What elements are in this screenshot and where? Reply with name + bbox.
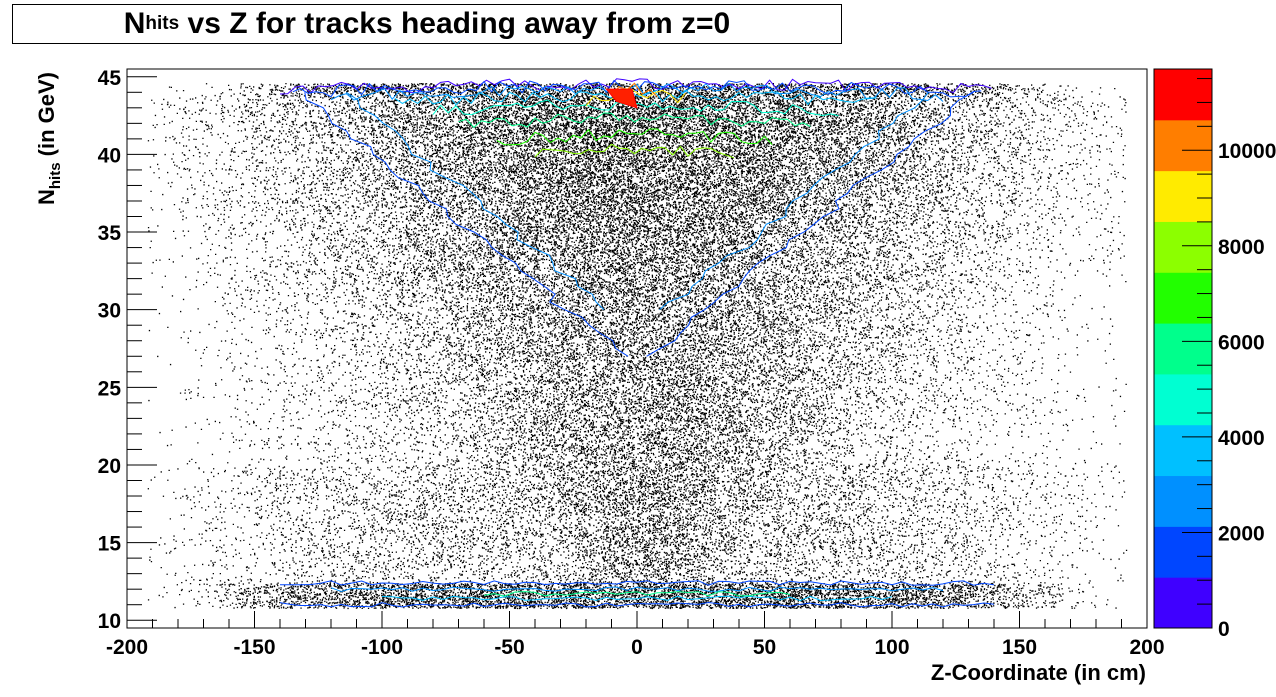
y-axis-title: Nhits (in GeV) — [34, 72, 64, 205]
x-tick-label: 100 — [874, 636, 909, 659]
contour-line — [346, 91, 605, 311]
contour-line — [394, 89, 877, 106]
colorbar-segment — [1154, 526, 1212, 578]
colorbar-segment — [1154, 475, 1212, 527]
x-tick-label: 200 — [1129, 636, 1164, 659]
colorbar-segment — [1154, 221, 1212, 273]
colorbar-segment — [1154, 373, 1212, 426]
colorbar-segment — [1154, 170, 1212, 222]
contour-line — [279, 78, 992, 95]
x-axis-ticks: -200 -150 -100 -50 0 50 100 150 200 — [106, 611, 1165, 659]
contour-line — [483, 591, 791, 597]
colorbar-tick-label: 4000 — [1218, 427, 1265, 450]
contour-line — [304, 92, 629, 357]
colorbar-segment — [1154, 69, 1212, 121]
chart-title-rest: vs Z for tracks heading away from z=0 — [179, 7, 731, 40]
contour-line — [496, 128, 773, 146]
x-tick-label: 150 — [1002, 636, 1037, 659]
y-tick-label: 15 — [98, 533, 122, 556]
contour-line — [279, 601, 995, 608]
colorbar-segment — [1154, 323, 1212, 375]
y-axis-title-rest: (in GeV) — [34, 72, 59, 162]
y-tick-label: 10 — [98, 610, 121, 633]
data-scatter — [147, 83, 1128, 610]
colorbar-segment — [1154, 577, 1212, 629]
x-tick-label: 50 — [753, 636, 776, 659]
contour-line — [458, 112, 811, 129]
y-axis-ticks: 10 15 20 25 30 35 40 45 — [98, 67, 157, 633]
contour-line — [534, 143, 735, 159]
colorbar-segment — [1154, 424, 1212, 477]
colorbar: 0 2000 4000 6000 8000 10000 — [1153, 68, 1276, 641]
colorbar-tick-label: 10000 — [1218, 140, 1276, 163]
y-tick-label: 45 — [98, 67, 122, 90]
colorbar-tick-label: 2000 — [1218, 522, 1265, 545]
y-tick-label: 25 — [98, 377, 122, 400]
chart-title-sub: hits — [145, 13, 180, 34]
x-tick-label: -50 — [494, 636, 524, 659]
x-tick-label: 0 — [631, 636, 643, 659]
chart-title-main: N — [123, 7, 146, 40]
contour-line — [279, 580, 995, 586]
contour-line — [611, 82, 658, 97]
contour-line — [330, 82, 944, 102]
colorbar-tick-label: 0 — [1218, 618, 1230, 641]
x-tick-label: -200 — [106, 636, 148, 659]
y-tick-label: 40 — [98, 144, 121, 167]
contour-line — [646, 91, 974, 357]
y-tick-label: 30 — [98, 300, 121, 323]
y-axis-title-main: N — [34, 189, 59, 205]
contour-line — [292, 79, 982, 98]
contour-lines — [279, 78, 995, 608]
colorbar-tick-label: 6000 — [1218, 331, 1265, 354]
x-tick-label: -150 — [233, 636, 275, 659]
contour-line — [330, 586, 944, 593]
y-tick-label: 35 — [98, 222, 122, 245]
colorbar-tick-label: 8000 — [1218, 236, 1265, 259]
x-tick-label: -100 — [361, 636, 403, 659]
hotspot — [605, 88, 638, 109]
colorbar-segment — [1154, 272, 1212, 324]
plot-area: -200 -150 -100 -50 0 50 100 150 200 10 15 20 25 30 35… — [98, 67, 1165, 659]
colorbar-segment — [1154, 119, 1212, 172]
contour-line — [381, 595, 893, 602]
scatter-dots — [147, 83, 1128, 610]
x-axis-title: Z-Coordinate (in cm) — [931, 660, 1146, 685]
contour-line — [659, 91, 929, 311]
y-tick-label: 20 — [98, 455, 121, 478]
y-axis-title-sub: hits — [47, 162, 64, 189]
contour-line — [585, 88, 686, 107]
